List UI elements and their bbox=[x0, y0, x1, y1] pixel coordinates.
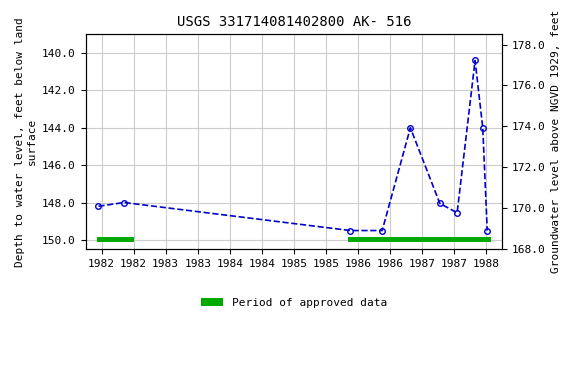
Legend: Period of approved data: Period of approved data bbox=[196, 293, 392, 313]
Bar bbox=[97, 237, 134, 242]
Y-axis label: Depth to water level, feet below land
surface: Depth to water level, feet below land su… bbox=[15, 17, 37, 266]
Y-axis label: Groundwater level above NGVD 1929, feet: Groundwater level above NGVD 1929, feet bbox=[551, 10, 561, 273]
Bar bbox=[348, 237, 491, 242]
Title: USGS 331714081402800 AK- 516: USGS 331714081402800 AK- 516 bbox=[177, 15, 411, 29]
